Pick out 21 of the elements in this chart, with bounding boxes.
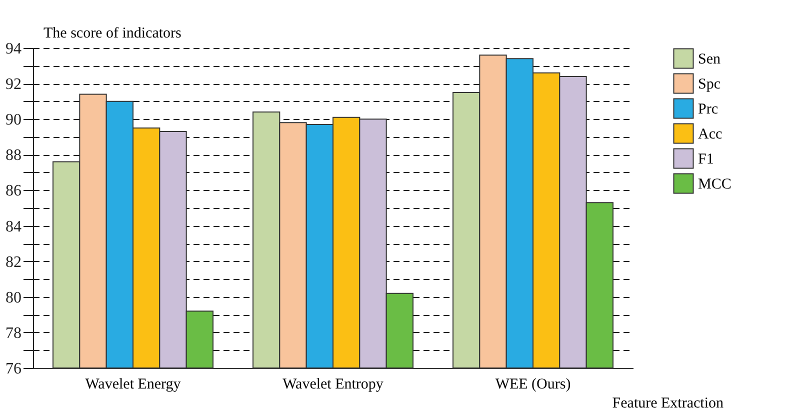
legend-label: Prc xyxy=(698,102,718,118)
legend-label: Sen xyxy=(698,52,721,68)
y-tick-label: 86 xyxy=(6,182,22,200)
y-tick-label: 84 xyxy=(6,218,22,236)
y-tick-label: 90 xyxy=(6,112,22,129)
x-tick-label: Wavelet Energy xyxy=(85,376,182,392)
legend-label: F1 xyxy=(698,152,714,168)
y-tick-label: 92 xyxy=(6,76,22,94)
y-tick-label: 78 xyxy=(6,324,22,342)
x-axis-title: Feature Extraction xyxy=(612,396,724,410)
y-tick-label: 76 xyxy=(6,360,22,378)
y-tick-label: 82 xyxy=(6,254,22,271)
y-axis-title: The score of indicators xyxy=(44,26,182,42)
legend-label: Acc xyxy=(698,126,722,142)
x-tick-label: Wavelet Entropy xyxy=(282,376,384,392)
y-tick-label: 88 xyxy=(6,147,22,164)
legend-label: MCC xyxy=(698,176,732,192)
y-tick-label: 94 xyxy=(6,40,22,58)
y-tick-label: 80 xyxy=(6,289,22,306)
x-tick-label: WEE (Ours) xyxy=(495,376,571,392)
legend-label: Spc xyxy=(698,76,721,92)
